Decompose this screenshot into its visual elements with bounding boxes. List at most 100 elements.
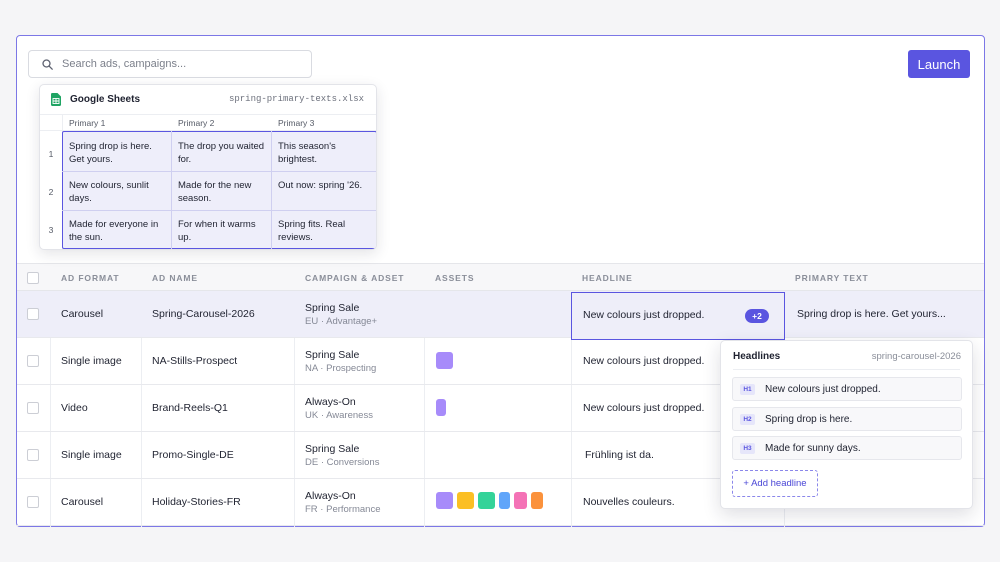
table-row[interactable]: Video Brand-Reels-Q1 Always-On UK · Awar… [17, 385, 984, 432]
headline-text: New colours just dropped. [583, 309, 705, 321]
campaign-cell[interactable]: Spring Sale DE · Conversions [305, 443, 379, 469]
sheets-preview: Google Sheets spring-primary-texts.xlsx … [39, 84, 377, 250]
asset-thumbnail[interactable] [531, 492, 543, 509]
headline-item[interactable]: H1 New colours just dropped. [732, 377, 962, 401]
headline-item[interactable]: H2 Spring drop is here. [732, 407, 962, 431]
headline-text[interactable]: New colours just dropped. [583, 402, 705, 414]
sheet-column-header: Primary 1 [69, 118, 106, 128]
column-divider [294, 263, 295, 527]
headline-text[interactable]: New colours just dropped. [583, 355, 705, 367]
column-divider [424, 263, 425, 527]
sheet-grid-line [271, 131, 272, 249]
headline-item-text: Made for sunny days. [765, 443, 861, 454]
sheet-cell[interactable]: New colours, sunlit days. [69, 180, 149, 204]
table-header: AD FORMAT AD NAME CAMPAIGN & ADSET ASSET… [17, 263, 984, 291]
campaign-name: Spring Sale [305, 302, 360, 314]
ad-format: Video [61, 402, 88, 414]
select-all-checkbox[interactable] [27, 272, 39, 284]
search-input[interactable] [62, 58, 282, 70]
search-icon [42, 58, 53, 70]
ad-format: Single image [61, 355, 122, 367]
row-checkbox[interactable] [27, 355, 39, 367]
sheet-cell[interactable]: The drop you waited for. [178, 141, 265, 165]
sheet-row-number: 2 [48, 187, 54, 197]
column-divider [50, 263, 51, 527]
sheet-column-header: Primary 2 [178, 118, 215, 128]
selected-range[interactable] [62, 131, 376, 249]
ads-table: AD FORMAT AD NAME CAMPAIGN & ADSET ASSET… [17, 263, 984, 526]
sheet-cell[interactable]: Spring drop is here. Get yours. [69, 141, 152, 165]
row-checkbox[interactable] [27, 402, 39, 414]
sheet-column-header: Primary 3 [278, 118, 315, 128]
asset-thumbnail[interactable] [436, 492, 453, 509]
campaign-name: Always-On [305, 396, 356, 408]
adset-name: UK · Awareness [305, 410, 373, 421]
headlines-ad-name: spring-carousel-2026 [871, 351, 961, 362]
campaign-name: Always-On [305, 490, 356, 502]
ad-name[interactable]: Spring-Carousel-2026 [152, 308, 255, 320]
sheet-cell[interactable]: Out now: spring '26. [278, 180, 363, 191]
sheet-row-number: 3 [48, 225, 54, 235]
row-checkbox[interactable] [27, 449, 39, 461]
table-row[interactable]: Carousel Holiday-Stories-FR Always-On FR… [17, 479, 984, 526]
row-checkbox[interactable] [27, 496, 39, 508]
table-row[interactable]: Single image NA-Stills-Prospect Spring S… [17, 338, 984, 385]
header-ad-format[interactable]: AD FORMAT [61, 273, 120, 283]
adset-name: NA · Prospecting [305, 363, 377, 374]
header-headline[interactable]: HEADLINE [582, 273, 633, 283]
ad-name[interactable]: Brand-Reels-Q1 [152, 402, 228, 414]
headlines-title: Headlines [733, 351, 781, 362]
sheet-cell[interactable]: Spring fits. Real reviews. [278, 219, 346, 243]
row-checkbox[interactable] [27, 308, 39, 320]
ad-format: Single image [61, 449, 122, 461]
headline-tag: H2 [740, 414, 755, 425]
column-divider [141, 263, 142, 527]
sheets-title: Google Sheets [70, 94, 141, 105]
primary-text[interactable]: Spring drop is here. Get yours... [797, 308, 946, 320]
headline-item-text: Spring drop is here. [765, 414, 853, 425]
headline-tag: H3 [740, 443, 755, 454]
launch-button[interactable]: Launch [908, 50, 970, 78]
sheet-cell[interactable]: For when it warms up. [178, 219, 256, 243]
google-sheets-icon [51, 93, 61, 106]
headlines-popover: Headlines spring-carousel-2026 H1 New co… [720, 340, 973, 509]
header-campaign-adset[interactable]: CAMPAIGN & ADSET [305, 273, 405, 283]
column-divider [571, 263, 572, 527]
asset-thumbnail[interactable] [436, 352, 453, 369]
header-ad-name[interactable]: AD NAME [152, 273, 198, 283]
sheet-grid-line [171, 131, 172, 249]
table-row[interactable]: Single image Promo-Single-DE Spring Sale… [17, 432, 984, 479]
ad-name[interactable]: Promo-Single-DE [152, 449, 234, 461]
headline-item[interactable]: H3 Made for sunny days. [732, 436, 962, 460]
add-headline-button[interactable]: + Add headline [732, 470, 818, 497]
adset-name: DE · Conversions [305, 457, 380, 468]
ad-name[interactable]: Holiday-Stories-FR [152, 496, 241, 508]
campaign-cell[interactable]: Always-On FR · Performance [305, 490, 381, 516]
extra-headlines-badge[interactable]: +2 [745, 309, 769, 323]
ad-name[interactable]: NA-Stills-Prospect [152, 355, 238, 367]
asset-thumbnail[interactable] [514, 492, 527, 509]
header-assets[interactable]: ASSETS [435, 273, 475, 283]
campaign-cell[interactable]: Always-On UK · Awareness [305, 396, 373, 422]
asset-thumbnail[interactable] [436, 399, 446, 416]
campaign-cell[interactable]: Spring Sale NA · Prospecting [305, 349, 376, 375]
sheet-column-headers [40, 115, 376, 131]
headline-text[interactable]: Nouvelles couleurs. [583, 496, 675, 508]
adset-name: EU · Advantage+ [305, 316, 378, 327]
headline-text[interactable]: Frühling ist da. [585, 449, 654, 461]
headline-cell-active[interactable]: New colours just dropped. +2 [571, 292, 785, 340]
campaign-name: Spring Sale [305, 443, 360, 455]
asset-thumbnail[interactable] [478, 492, 495, 509]
headline-tag: H1 [740, 384, 755, 395]
asset-thumbnail[interactable] [499, 492, 510, 509]
asset-thumbnail[interactable] [457, 492, 474, 509]
table-row[interactable]: Carousel Spring-Carousel-2026 Spring Sal… [17, 291, 984, 338]
search-box[interactable] [28, 50, 312, 78]
sheet-cell[interactable]: Made for the new season. [178, 180, 252, 204]
header-primary-text[interactable]: PRIMARY TEXT [795, 273, 869, 283]
sheet-cell[interactable]: Made for everyone in the sun. [69, 219, 159, 243]
campaign-cell[interactable]: Spring Sale EU · Advantage+ [305, 302, 377, 328]
campaign-name: Spring Sale [305, 349, 360, 361]
headline-item-text: New colours just dropped. [765, 384, 881, 395]
sheet-cell[interactable]: This season's brightest. [278, 141, 336, 165]
